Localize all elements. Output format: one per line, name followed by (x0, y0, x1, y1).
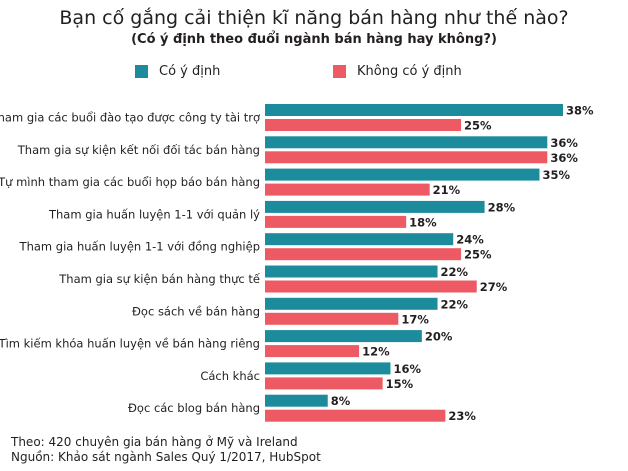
bar-series-1 (265, 104, 563, 116)
bar-series-2 (265, 183, 430, 196)
data-label-series-2: 36% (550, 151, 578, 165)
category-label: Tham gia huấn luyện 1-1 với quản lý (48, 207, 260, 221)
legend-item-series-2: Không có ý định (333, 62, 462, 80)
data-label-series-2: 12% (362, 345, 390, 359)
chart-title: Bạn cố gắng cải thiện kĩ năng bán hàng n… (59, 7, 569, 29)
data-label-series-2: 15% (386, 377, 414, 391)
data-label-series-1: 24% (456, 233, 484, 247)
legend-swatch-series-2 (333, 64, 346, 78)
bar-series-2 (265, 248, 462, 261)
data-label-series-2: 23% (448, 409, 476, 423)
data-label-series-1: 20% (425, 330, 453, 344)
legend-item-series-1: Có ý định (135, 62, 220, 80)
category-label: Tham gia huấn luyện 1-1 với đồng nghiệp (19, 240, 260, 254)
bar-series-1 (265, 136, 548, 149)
bar-series-1 (265, 297, 438, 310)
category-label: Tự mình tham gia các buổi họp báo bán hà… (0, 175, 260, 189)
bar-series-1 (265, 233, 454, 246)
bar-series-2 (265, 409, 446, 422)
legend-label-series-2: Không có ý định (357, 63, 462, 79)
data-label-series-1: 28% (488, 200, 516, 214)
category-label: Tham gia sự kiện bán hàng thực tế (58, 272, 261, 286)
data-label-series-2: 25% (464, 248, 492, 262)
category-label: Tìm kiếm khóa huấn luyện về bán hàng riê… (0, 337, 260, 351)
data-label-series-1: 38% (566, 104, 594, 118)
bar-series-2 (265, 377, 383, 390)
bar-series-1 (265, 265, 438, 278)
chart-subtitle: (Có ý định theo đuổi ngành bán hàng hay … (131, 32, 497, 47)
footer-source: Nguồn: Khảo sát ngành Sales Quý 1/2017, … (11, 450, 321, 464)
bar-series-1 (265, 330, 422, 343)
data-label-series-2: 27% (480, 280, 508, 294)
legend-label-series-1: Có ý định (159, 63, 221, 79)
data-label-series-1: 8% (331, 394, 351, 408)
data-label-series-2: 17% (401, 312, 429, 326)
data-label-series-2: 25% (464, 119, 492, 133)
data-label-series-1: 22% (441, 265, 469, 279)
data-label-series-1: 36% (550, 136, 578, 150)
bar-series-1 (265, 200, 485, 213)
data-label-series-1: 35% (542, 168, 570, 182)
legend-swatch-series-1 (135, 64, 148, 78)
footer-note: Theo: 420 chuyên gia bán hàng ở Mỹ và Ir… (11, 435, 298, 449)
bar-series-2 (265, 345, 360, 358)
bar-series-2 (265, 119, 462, 131)
bar-series-2 (265, 280, 477, 293)
category-label: Đọc các blog bán hàng (128, 401, 260, 415)
bar-series-1 (265, 362, 391, 375)
data-label-series-1: 16% (393, 362, 421, 376)
category-label: Tham gia sự kiện kết nối đối tác bán hàn… (17, 143, 260, 157)
data-label-series-2: 21% (433, 183, 461, 197)
data-label-series-1: 22% (441, 297, 469, 311)
category-label: Cách khác (200, 369, 260, 383)
category-label: Đọc sách về bán hàng (132, 304, 260, 318)
bar-series-2 (265, 151, 548, 164)
bar-series-2 (265, 215, 407, 228)
data-label-series-2: 18% (409, 215, 437, 229)
bar-series-2 (265, 312, 399, 325)
bar-series-1 (265, 394, 328, 407)
bar-series-1 (265, 168, 540, 181)
category-label: Tham gia các buổi đào tạo được công ty t… (0, 111, 260, 125)
